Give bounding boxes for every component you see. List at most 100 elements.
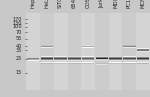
Bar [54,57,67,58]
Bar [82,46,94,47]
Bar [137,49,149,50]
Bar [68,13,81,90]
Bar [137,58,149,59]
Bar [123,58,136,59]
Bar [27,62,39,63]
Text: COS7: COS7 [86,0,91,8]
Bar [40,62,53,63]
Text: MDCK: MDCK [113,0,118,8]
Bar [68,59,81,60]
Bar [68,60,81,61]
Bar [109,58,122,59]
Bar [109,13,123,90]
Bar [40,58,53,59]
Text: 40: 40 [15,44,22,49]
Bar [123,63,136,64]
Bar [68,58,81,59]
Bar [54,60,67,61]
Bar [96,58,108,59]
Bar [82,47,94,48]
Bar [82,60,94,61]
Text: 100: 100 [12,24,22,29]
Text: 35: 35 [15,48,22,53]
Bar [123,60,136,61]
Bar [96,57,108,58]
Bar [96,56,108,57]
Bar [68,62,81,63]
Bar [27,57,39,58]
Bar [40,63,53,64]
Bar [123,62,136,63]
Bar [54,63,67,64]
Text: 6549: 6549 [72,0,77,8]
Bar [123,13,136,90]
Bar [26,13,40,90]
Text: 25: 25 [15,56,22,61]
Text: HeLa: HeLa [44,0,49,8]
Bar [40,57,53,58]
Bar [96,64,108,65]
Bar [109,56,122,57]
Bar [96,60,108,61]
Bar [27,60,39,61]
Bar [96,59,108,60]
Bar [137,60,149,61]
Bar [123,59,136,60]
Text: HepG2: HepG2 [31,0,36,8]
Bar [123,45,136,46]
Bar [109,57,122,58]
Bar [40,45,53,46]
Bar [137,59,149,60]
Bar [109,62,122,63]
Text: 130: 130 [12,21,22,26]
Bar [40,59,53,60]
Text: PC12: PC12 [127,0,132,8]
Bar [54,58,67,59]
Bar [136,13,150,90]
Bar [40,13,54,90]
Bar [40,47,53,48]
Text: 55: 55 [15,36,22,41]
Text: MCF7: MCF7 [141,0,146,8]
Bar [137,50,149,51]
Bar [123,57,136,58]
Text: 70: 70 [15,30,22,35]
Bar [95,13,109,90]
Bar [54,62,67,63]
Bar [137,63,149,64]
Bar [137,48,149,49]
Bar [137,56,149,57]
Bar [123,47,136,48]
Bar [54,59,67,60]
Bar [82,62,94,63]
Bar [40,60,53,61]
Text: Jurkat: Jurkat [99,0,104,8]
Bar [54,13,68,90]
Bar [82,59,94,60]
Text: 170: 170 [12,17,22,22]
Bar [27,59,39,60]
Bar [68,63,81,64]
Bar [109,60,122,61]
Bar [109,63,122,64]
Bar [68,57,81,58]
Bar [82,58,94,59]
Bar [81,13,95,90]
Bar [40,56,53,57]
Bar [27,63,39,64]
Bar [109,59,122,60]
Text: 15: 15 [15,70,22,75]
Bar [137,51,149,52]
Bar [96,63,108,64]
Bar [54,56,67,57]
Bar [68,56,81,57]
Text: SiTO: SiTO [58,0,63,8]
Bar [123,56,136,57]
Bar [137,57,149,58]
Bar [27,58,39,59]
Bar [82,45,94,46]
Bar [82,57,94,58]
Bar [137,62,149,63]
Bar [82,56,94,57]
Bar [82,63,94,64]
